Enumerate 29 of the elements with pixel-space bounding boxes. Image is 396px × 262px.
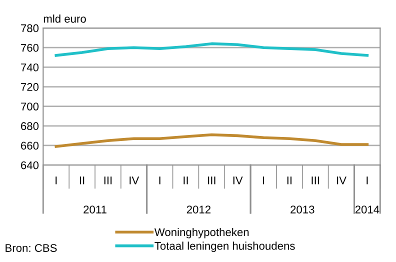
x-tick-label: II — [80, 176, 84, 184]
y-tick-label: 680 — [21, 122, 39, 130]
x-tick-label: IV — [233, 176, 243, 184]
x-tick-label: II — [184, 176, 188, 184]
y-tick-label: 780 — [21, 24, 39, 32]
legend-label: Woninghypotheken — [154, 228, 249, 238]
y-tick-label: 700 — [21, 102, 39, 110]
x-tick-label: III — [104, 176, 112, 184]
y-tick-label: 720 — [21, 83, 39, 91]
y-axis-title: mld euro — [44, 14, 86, 23]
y-tick-label: 760 — [21, 44, 39, 52]
text: 2013 — [290, 206, 314, 214]
y-tick-label: 740 — [21, 63, 39, 72]
y-tick-label: 660 — [21, 142, 39, 150]
x-tick-label: IV — [130, 176, 140, 184]
y-tick-label: 640 — [21, 161, 39, 170]
x-tick-label: I — [262, 176, 264, 184]
x-tick-label: III — [208, 176, 216, 184]
text: 2011 — [84, 206, 106, 214]
x-tick-label: I — [366, 176, 368, 184]
text: 2012 — [186, 206, 211, 214]
x-tick-label: IV — [337, 176, 346, 184]
x-tick-label: III — [312, 176, 319, 184]
x-tick-label: I — [56, 176, 57, 184]
text: Bron: CBS — [6, 244, 57, 252]
text: 2014 — [355, 206, 380, 214]
x-tick-label: II — [287, 176, 292, 184]
legend-label: Totaal leningen huishoudens — [154, 242, 295, 252]
x-tick-label: I — [159, 176, 160, 184]
